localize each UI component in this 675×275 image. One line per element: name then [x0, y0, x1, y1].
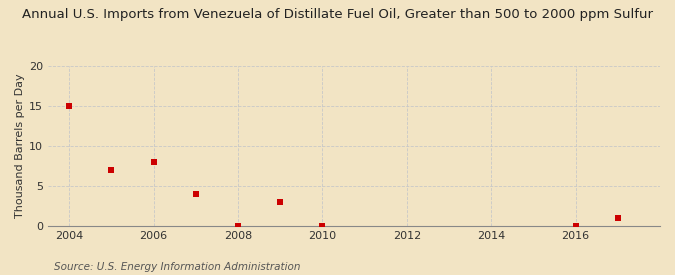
Text: Annual U.S. Imports from Venezuela of Distillate Fuel Oil, Greater than 500 to 2: Annual U.S. Imports from Venezuela of Di…: [22, 8, 653, 21]
Point: [612, 216, 623, 220]
Point: [233, 224, 244, 228]
Point: [148, 160, 159, 164]
Point: [275, 200, 286, 204]
Point: [64, 104, 75, 108]
Y-axis label: Thousand Barrels per Day: Thousand Barrels per Day: [15, 74, 25, 218]
Point: [190, 192, 201, 196]
Point: [106, 168, 117, 172]
Point: [570, 224, 581, 228]
Point: [317, 224, 328, 228]
Text: Source: U.S. Energy Information Administration: Source: U.S. Energy Information Administ…: [54, 262, 300, 272]
